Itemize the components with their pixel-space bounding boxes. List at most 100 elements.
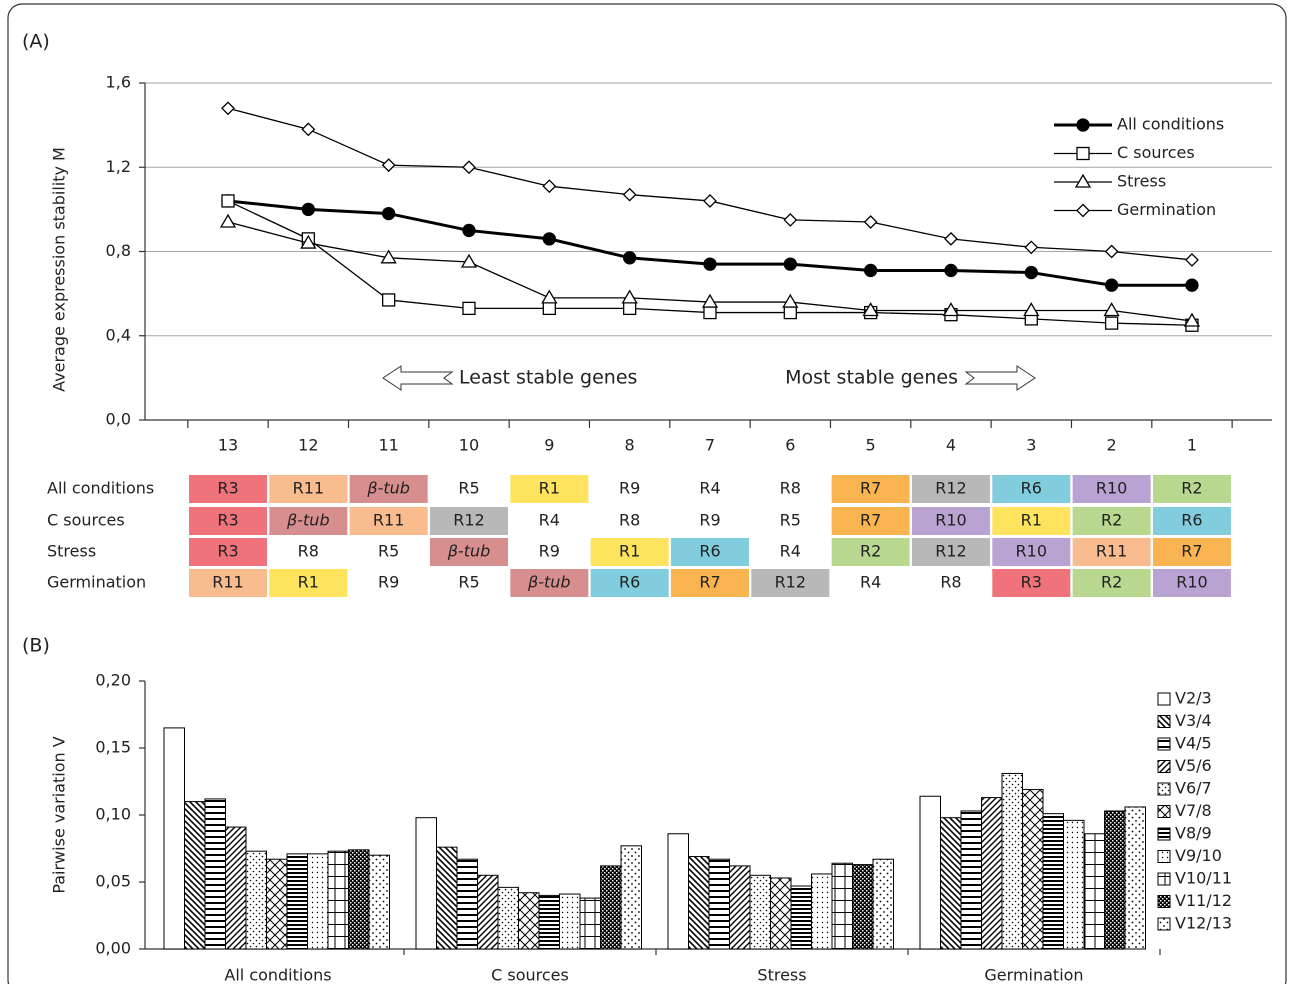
marker [623, 301, 637, 316]
gene-label: R2 [860, 542, 881, 561]
x-tick-label: 13 [218, 436, 238, 455]
gene-label: R7 [1181, 542, 1202, 561]
gene-label: R6 [1021, 479, 1042, 498]
table-cell [429, 538, 508, 566]
marker [460, 253, 478, 268]
marker [1185, 253, 1199, 267]
table-cell [189, 507, 267, 535]
frame [7, 3, 1287, 988]
marker [701, 293, 719, 308]
table-cell [911, 475, 990, 503]
table-cell [992, 538, 1071, 566]
gene-label: R2 [1181, 479, 1202, 498]
marker [1024, 265, 1038, 280]
legend-label: V6/7 [1175, 779, 1212, 798]
y-tick-label: 1,6 [106, 73, 131, 92]
x-tick-label: 3 [1026, 436, 1036, 455]
legend-marker [1074, 173, 1092, 188]
marker [863, 263, 878, 278]
arrow-left [382, 365, 454, 391]
gene-label: R4 [780, 542, 801, 561]
gene-label: R6 [619, 573, 640, 592]
marker [703, 194, 717, 208]
gene-label: R3 [217, 511, 238, 530]
row-label: C sources [47, 511, 125, 530]
bar [163, 727, 185, 950]
table-cell [189, 569, 267, 597]
legend-label: V10/11 [1175, 869, 1232, 888]
bar [204, 798, 226, 950]
marker [621, 289, 638, 304]
annotation: Most stable genes [785, 367, 958, 389]
legend-swatch [1157, 827, 1171, 841]
bar [1001, 772, 1023, 950]
y-tick-label: 0,8 [106, 241, 131, 260]
marker [542, 179, 557, 194]
marker [783, 257, 797, 271]
marker [301, 202, 315, 217]
marker [1104, 278, 1119, 292]
bar [497, 886, 519, 950]
bar [456, 858, 478, 950]
bar [1022, 789, 1044, 950]
gene-label: R9 [378, 573, 399, 592]
gene-label: β-tub [447, 542, 491, 561]
bar [1104, 810, 1126, 950]
marker [1104, 316, 1119, 330]
legend-marker [1076, 146, 1090, 161]
marker [382, 206, 396, 221]
table-cell [349, 507, 428, 535]
bar [749, 874, 771, 950]
gene-label: R4 [539, 511, 560, 530]
marker [1024, 240, 1039, 255]
table-cell [1072, 475, 1151, 503]
x-tick-label: 8 [625, 436, 635, 455]
bar [852, 864, 874, 950]
legend-swatch [1157, 760, 1171, 773]
bar [348, 849, 370, 950]
table-cell [831, 475, 910, 503]
bar [620, 845, 642, 950]
legend-label: V2/3 [1175, 689, 1212, 708]
gene-label: R12 [935, 542, 966, 561]
table-cell [269, 507, 348, 535]
x-tick-label: 11 [378, 436, 398, 455]
y-tick-label: 0,20 [95, 671, 131, 690]
table-cell [1072, 569, 1151, 597]
marker [783, 305, 797, 320]
table-cell [590, 538, 669, 566]
x-tick-label: Stress [757, 966, 806, 985]
marker [462, 301, 476, 316]
gene-label: R11 [212, 573, 243, 592]
gene-label: R1 [619, 542, 640, 561]
table-cell [992, 569, 1071, 597]
y-axis-label: Average expression stability M [50, 147, 69, 392]
marker [1023, 302, 1040, 317]
bar [477, 874, 499, 950]
gene-label: R10 [1096, 479, 1127, 498]
gene-label: R1 [1021, 511, 1042, 530]
marker [622, 187, 637, 202]
bar [286, 853, 308, 950]
bar [667, 833, 689, 950]
legend-label: V5/6 [1175, 756, 1212, 775]
marker [219, 213, 237, 228]
bar [579, 897, 601, 950]
marker [300, 234, 317, 249]
gene-label: β-tub [366, 479, 410, 498]
table-cell [670, 538, 749, 566]
marker [703, 305, 717, 320]
bar [600, 865, 622, 950]
panel-label: (A) [22, 31, 50, 53]
table-cell [831, 538, 910, 566]
marker [380, 249, 397, 264]
bar [184, 801, 206, 950]
gene-label: R9 [699, 511, 720, 530]
legend-label: V11/12 [1175, 891, 1232, 910]
marker [382, 293, 396, 307]
bar [307, 853, 329, 950]
table-cell [1072, 507, 1151, 535]
legend-swatch [1157, 737, 1171, 751]
bar [940, 817, 962, 950]
x-tick-label: 9 [544, 436, 554, 455]
